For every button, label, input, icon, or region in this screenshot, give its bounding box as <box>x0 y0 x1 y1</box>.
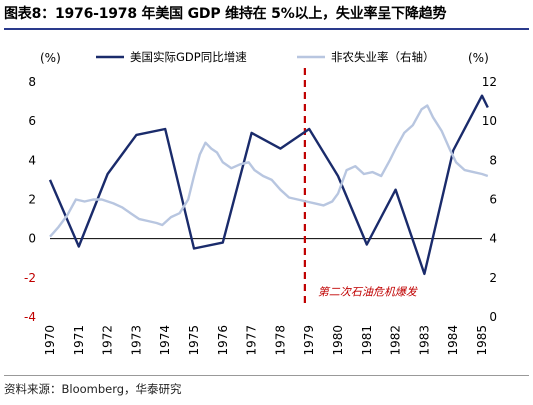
left-axis-ticks: -4 -2 0 2 4 6 8 <box>24 75 482 324</box>
right-tick-label: 2 <box>489 271 497 285</box>
right-tick-label: 10 <box>482 114 497 128</box>
x-tick-label: 1982 <box>389 325 403 356</box>
x-tick-label: 1971 <box>72 325 86 356</box>
x-tick-label: 1981 <box>360 325 374 356</box>
x-tick-label: 1970 <box>43 325 57 356</box>
source-note: 资料来源：Bloomberg，华泰研究 <box>4 382 182 396</box>
x-tick-label: 1985 <box>475 325 489 356</box>
title-divider <box>4 28 529 30</box>
x-tick-label: 1979 <box>302 325 316 356</box>
source-divider <box>4 375 529 376</box>
legend: 美国实际GDP同比增速 非农失业率（右轴） <box>96 50 435 64</box>
right-tick-label: 0 <box>489 310 497 324</box>
x-tick-label: 1978 <box>273 325 287 356</box>
left-tick-label: 0 <box>28 232 36 246</box>
chart-title: 图表8：1976-1978 年美国 GDP 维持在 5%以上，失业率呈下降趋势 <box>4 6 447 22</box>
right-tick-label: 6 <box>489 193 497 207</box>
x-tick-label: 1976 <box>216 325 230 356</box>
left-tick-label: -4 <box>24 310 36 324</box>
oil-crisis-annotation: 第二次石油危机爆发 <box>318 285 418 298</box>
gdp-growth-line <box>48 94 489 276</box>
x-axis-ticks: 1970 1971 1972 1973 1974 1975 1976 1977 1978 1979… <box>43 325 489 356</box>
legend-label: 非农失业率（右轴） <box>331 50 435 64</box>
x-tick-label: 1974 <box>158 325 172 356</box>
x-tick-label: 1980 <box>331 325 345 356</box>
x-tick-label: 1975 <box>187 325 201 356</box>
legend-label: 美国实际GDP同比增速 <box>130 50 247 64</box>
right-tick-label: 8 <box>489 153 497 167</box>
x-tick-label: 1972 <box>101 325 115 356</box>
right-unit-label: (%) <box>468 51 489 65</box>
left-tick-label: -2 <box>24 271 36 285</box>
x-tick-label: 1984 <box>446 325 460 356</box>
x-tick-label: 1983 <box>417 325 431 356</box>
right-axis-ticks: 0 2 4 6 8 10 12 <box>482 75 497 324</box>
left-tick-label: 4 <box>28 153 36 167</box>
right-tick-label: 4 <box>489 232 497 246</box>
left-unit-label: (%) <box>40 51 61 65</box>
chart-area: -4 -2 0 2 4 6 8 0 2 4 6 8 10 12 1970 1971 1972 1973 1974… <box>24 50 497 356</box>
unemployment-line <box>49 104 489 238</box>
right-tick-label: 12 <box>482 75 497 89</box>
x-tick-label: 1977 <box>245 325 259 356</box>
left-tick-label: 2 <box>28 193 36 207</box>
series-lines <box>48 68 489 303</box>
left-tick-label: 6 <box>28 114 36 128</box>
x-tick-label: 1973 <box>129 325 143 356</box>
left-tick-label: 8 <box>28 75 36 89</box>
